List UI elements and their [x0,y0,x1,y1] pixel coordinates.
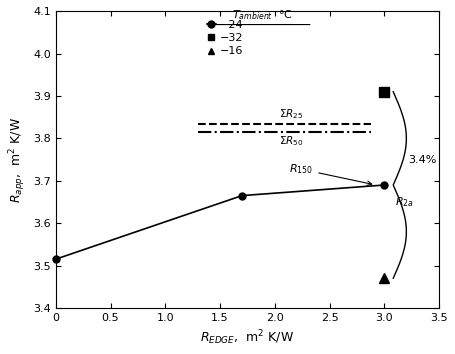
Text: $R_{150}$: $R_{150}$ [289,162,372,185]
Legend: −24, −32, −16: −24, −32, −16 [207,20,244,56]
Text: $\Sigma R_{50}$: $\Sigma R_{50}$ [279,135,303,148]
Text: 3.4%: 3.4% [409,155,437,165]
Y-axis label: $R_{app}$,  m$^2$ K/W: $R_{app}$, m$^2$ K/W [7,116,28,202]
X-axis label: $R_{EDGE}$,  m$^2$ K/W: $R_{EDGE}$, m$^2$ K/W [201,329,294,347]
Text: $R_{2a}$: $R_{2a}$ [395,196,415,210]
Text: $T_{ambient}$  °C: $T_{ambient}$ °C [232,8,293,22]
Text: $\Sigma R_{25}$: $\Sigma R_{25}$ [279,107,303,121]
